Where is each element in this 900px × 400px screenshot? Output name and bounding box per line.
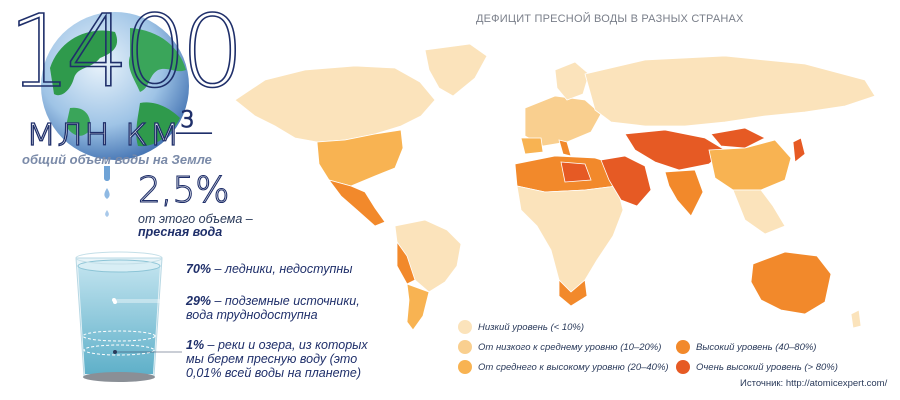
region-canada [234,65,436,143]
legend-swatch [458,320,472,334]
unit-text: млн км [25,108,181,155]
water-glass-icon [75,251,164,382]
region-mongolia [710,127,766,149]
total-water-number: 1400 [7,0,245,110]
legend-swatch [458,340,472,354]
region-scandinavia [554,61,590,101]
legend-label: Очень высокий уровень (> 80%) [696,362,838,373]
region-iberia [520,137,544,155]
glass-item-glaciers: 70% – ледники, недоступны [186,262,352,276]
left-panel: 1400 млн км3 — общий объем воды на Земле… [0,0,370,400]
glass-item-pct: 29% [186,294,212,308]
total-water-caption: общий объем воды на Земле [22,152,212,167]
region-india [664,169,704,217]
glass-item-rivers: 1% – реки и озера, из которых мы берем пр… [186,338,368,380]
glass-item-text: 0,01% всей воды на планете) [186,366,361,380]
region-south-africa [558,279,588,307]
world-map [234,43,876,330]
region-libya [560,161,592,183]
glass-item-text: – подземные источники, [211,294,360,308]
region-russia [584,55,876,127]
region-africa [516,185,624,293]
globe-icon [41,12,189,160]
legend-label: Высокий уровень (40–80%) [696,342,817,353]
legend-swatch [676,340,690,354]
region-arabia [600,155,652,207]
region-central-asia [624,129,726,171]
unit-dash: — [174,108,214,154]
source-note: Источник: http://atomicexpert.com/ [740,378,888,389]
region-usa [316,129,404,187]
water-drops-icon [104,166,110,217]
legend-swatch [458,360,472,374]
glass-item-text: вода труднодоступна [186,308,318,322]
glass-pointers [113,300,182,354]
glass-item-text: – ледники, недоступны [211,262,353,276]
region-greenland [424,43,488,97]
fresh-water-caption: от этого объема – [138,212,253,226]
region-new-zealand [850,309,862,329]
map-legend: Низкий уровень (< 10%) От низкого к сред… [458,320,898,380]
legend-label: Низкий уровень (< 10%) [478,322,584,333]
region-argentina [406,283,430,330]
region-se-asia [732,189,786,235]
unit-power: 3 [180,107,196,133]
region-australia [750,251,832,315]
region-italy [558,139,572,157]
legend-label: От низкого к среднему уровню (10–20%) [478,342,662,353]
fresh-water-label: пресная вода [138,225,223,239]
legend-swatch [676,360,690,374]
glass-item-pct: 70% [186,262,212,276]
fresh-water-percent: 2,5% [137,169,230,211]
total-water-unit: млн км3 [25,107,196,155]
region-mexico [327,179,386,227]
region-china [708,139,792,191]
map-title: ДЕФИЦИТ ПРЕСНОЙ ВОДЫ В РАЗНЫХ СТРАНАХ [476,13,744,25]
legend-label: От среднего к высокому уровню (20–40%) [478,362,669,373]
glass-item-pct: 1% [186,338,205,352]
region-peru [396,240,416,285]
glass-item-text: – реки и озера, из которых [204,338,368,352]
glass-item-text: мы берем пресную воду (это [186,352,358,366]
region-japan [792,137,806,163]
glass-item-groundwater: 29% – подземные источники, вода труднодос… [186,294,360,322]
